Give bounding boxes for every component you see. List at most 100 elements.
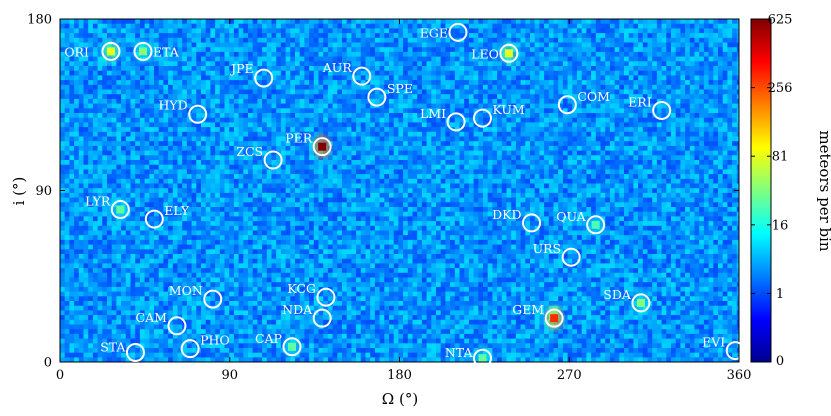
heatmap-cell <box>144 286 150 292</box>
heatmap-cell <box>215 244 221 250</box>
heatmap-cell <box>318 42 324 48</box>
heatmap-cell <box>116 103 122 109</box>
heatmap-cell <box>224 150 230 156</box>
heatmap-cell <box>69 310 75 316</box>
heatmap-cell <box>205 333 211 339</box>
heatmap-cell <box>266 117 272 123</box>
heatmap-cell <box>163 150 169 156</box>
heatmap-cell <box>168 282 174 288</box>
heatmap-cell <box>78 183 84 189</box>
heatmap-cell <box>257 178 263 184</box>
heatmap-cell <box>144 239 150 245</box>
heatmap-cell <box>309 155 315 161</box>
heatmap-cell <box>144 37 150 43</box>
heatmap-cell <box>342 141 348 147</box>
heatmap-cell <box>309 178 315 184</box>
heatmap-cell <box>130 23 136 29</box>
heatmap-cell <box>144 305 150 311</box>
heatmap-cell <box>102 338 108 344</box>
heatmap-cell <box>309 117 315 123</box>
heatmap-cell <box>154 333 160 339</box>
heatmap-cell <box>92 263 98 269</box>
heatmap-cell <box>290 221 296 227</box>
heatmap-cell <box>295 225 301 231</box>
heatmap-cell <box>356 249 362 255</box>
heatmap-cell <box>182 315 188 321</box>
heatmap-cell <box>327 42 333 48</box>
heatmap-cell <box>107 75 113 81</box>
heatmap-cell <box>186 310 192 316</box>
heatmap-cell <box>74 221 80 227</box>
heatmap-cell <box>116 108 122 114</box>
heatmap-cell <box>276 19 282 25</box>
heatmap-cell <box>327 178 333 184</box>
heatmap-cell <box>135 202 141 208</box>
heatmap-cell <box>88 239 94 245</box>
heatmap-cell <box>182 225 188 231</box>
heatmap-cell <box>135 277 141 283</box>
heatmap-cell <box>163 338 169 344</box>
heatmap-cell <box>309 183 315 189</box>
heatmap-cell <box>327 131 333 137</box>
heatmap-cell <box>163 122 169 128</box>
heatmap-cell <box>144 282 150 288</box>
heatmap-cell <box>78 127 84 133</box>
heatmap-cell <box>172 89 178 95</box>
heatmap-cell <box>196 66 202 72</box>
heatmap-cell <box>149 42 155 48</box>
heatmap-cell <box>196 183 202 189</box>
heatmap-cell <box>88 37 94 43</box>
heatmap-cell <box>107 28 113 34</box>
heatmap-cell <box>186 272 192 278</box>
heatmap-cell <box>210 239 216 245</box>
heatmap-cell <box>243 61 249 67</box>
heatmap-cell <box>154 80 160 86</box>
heatmap-cell <box>229 305 235 311</box>
heatmap-cell <box>69 136 75 142</box>
heatmap-cell <box>243 301 249 307</box>
heatmap-cell <box>144 183 150 189</box>
heatmap-cell <box>163 254 169 260</box>
heatmap-cell <box>125 98 131 104</box>
heatmap-cell <box>370 221 376 227</box>
heatmap-cell <box>78 37 84 43</box>
heatmap-cell <box>149 301 155 307</box>
heatmap-cell <box>163 230 169 236</box>
heatmap-cell <box>342 282 348 288</box>
heatmap-cell <box>356 305 362 311</box>
heatmap-cell <box>327 197 333 203</box>
heatmap-cell <box>144 94 150 100</box>
heatmap-cell <box>276 108 282 114</box>
heatmap-cell <box>144 108 150 114</box>
heatmap-cell <box>318 23 324 29</box>
heatmap-cell <box>323 169 329 175</box>
heatmap-cell <box>332 70 338 76</box>
heatmap-cell <box>83 174 89 180</box>
heatmap-cell <box>168 178 174 184</box>
heatmap-cell <box>248 136 254 142</box>
heatmap-cell <box>186 127 192 133</box>
heatmap-cell <box>215 197 221 203</box>
heatmap-cell <box>172 160 178 166</box>
heatmap-cell <box>196 37 202 43</box>
heatmap-cell <box>337 127 343 133</box>
heatmap-cell <box>121 23 127 29</box>
heatmap-cell <box>276 155 282 161</box>
heatmap-cell <box>60 94 66 100</box>
heatmap-cell <box>290 216 296 222</box>
heatmap-cell <box>252 357 258 362</box>
heatmap-cell <box>116 169 122 175</box>
heatmap-cell <box>266 357 272 362</box>
heatmap-cell <box>238 258 244 264</box>
heatmap-cell <box>210 84 216 90</box>
heatmap-cell <box>69 202 75 208</box>
heatmap-cell <box>238 268 244 274</box>
heatmap-cell <box>88 329 94 335</box>
heatmap-cell <box>205 155 211 161</box>
heatmap-cell <box>172 28 178 34</box>
heatmap-cell <box>92 47 98 53</box>
heatmap-cell <box>69 324 75 330</box>
heatmap-cell <box>271 348 277 354</box>
heatmap-cell <box>60 164 66 170</box>
heatmap-cell <box>196 98 202 104</box>
